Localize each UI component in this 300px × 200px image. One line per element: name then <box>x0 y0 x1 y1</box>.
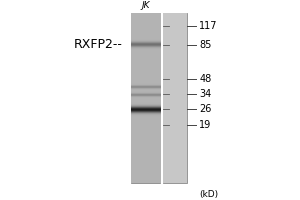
Text: 19: 19 <box>199 120 212 130</box>
Text: RXFP2--: RXFP2-- <box>74 38 123 51</box>
Bar <box>164 13 187 183</box>
Text: 85: 85 <box>199 40 212 50</box>
Text: (kD): (kD) <box>199 190 218 199</box>
Text: JK: JK <box>141 1 150 10</box>
Text: 26: 26 <box>199 104 212 114</box>
Text: 34: 34 <box>199 89 212 99</box>
Text: 48: 48 <box>199 74 212 84</box>
Bar <box>130 13 160 183</box>
Text: 117: 117 <box>199 21 218 31</box>
